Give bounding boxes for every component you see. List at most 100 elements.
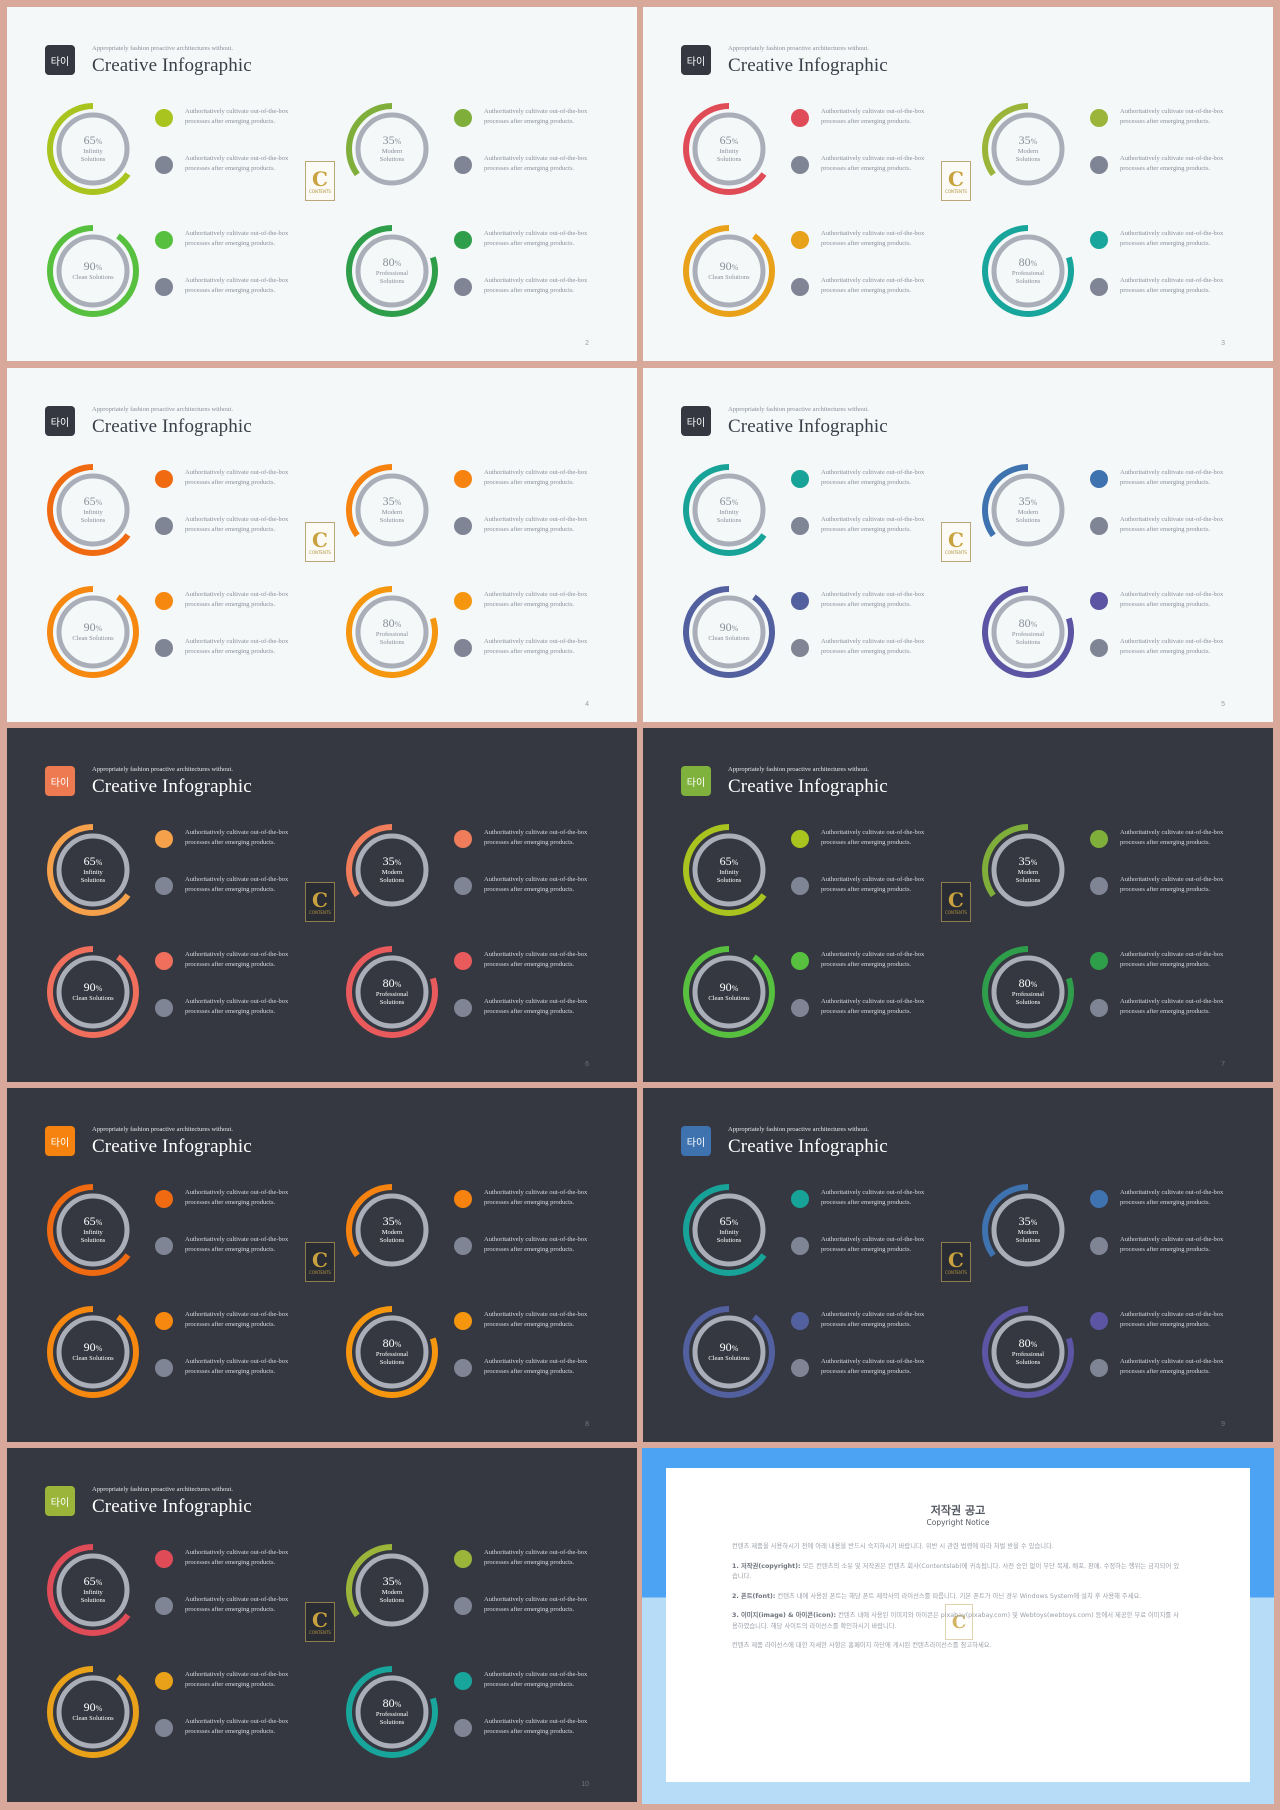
ring-percent: 90% — [84, 260, 103, 274]
legend-dot-gray — [791, 517, 809, 535]
legend-dot-accent — [454, 470, 472, 488]
ring-percent-value: 35 — [1018, 854, 1031, 868]
infographic-slide[interactable]: 타이 Appropriately fashion proactive archit… — [643, 368, 1273, 722]
legend-dot-accent — [454, 1672, 472, 1690]
infographic-slide[interactable]: 타이 Appropriately fashion proactive archit… — [643, 728, 1273, 1082]
infographic-slide[interactable]: 타이 Appropriately fashion proactive archit… — [643, 1088, 1273, 1442]
progress-ring-2 — [982, 103, 1074, 195]
copyright-item-text: 모든 컨텐츠의 소유 및 저작권은 컨텐츠 회사(Contentslab)에 귀… — [732, 1562, 1180, 1581]
percent-sign: % — [95, 858, 103, 867]
legend-description: Authoritatively cultivate out-of-the-box… — [185, 1310, 315, 1330]
page-number: 6 — [585, 1061, 589, 1068]
description-line: Authoritatively cultivate out-of-the-box — [821, 230, 925, 237]
legend-dot-accent — [454, 231, 472, 249]
description-line: Authoritatively cultivate out-of-the-box — [1120, 998, 1224, 1005]
badge-letter: C — [312, 1247, 328, 1272]
ring-percent: 35% — [1019, 495, 1038, 509]
legend-description: Authoritatively cultivate out-of-the-box… — [1120, 997, 1250, 1017]
legend-description: Authoritatively cultivate out-of-the-box… — [1120, 1188, 1250, 1208]
percent-sign: % — [731, 1344, 739, 1353]
ring-percent-value: 80 — [382, 616, 395, 630]
page-number: 10 — [581, 1781, 589, 1788]
ring-label: 80% Professional Solutions — [980, 223, 1076, 319]
percent-sign: % — [394, 1218, 402, 1227]
slide-subtitle: Appropriately fashion proactive architec… — [92, 45, 233, 52]
progress-ring-2 — [346, 103, 438, 195]
ring-progress-arc — [683, 586, 775, 678]
ring-percent: 65% — [720, 495, 739, 509]
page-number: 2 — [585, 340, 589, 347]
legend-description: Authoritatively cultivate out-of-the-box… — [484, 1670, 614, 1690]
legend-dot-gray — [155, 1597, 173, 1615]
ring-center — [361, 1559, 423, 1621]
infographic-slide[interactable]: 타이 Appropriately fashion proactive archit… — [643, 7, 1273, 361]
badge-text: CONTENTS — [309, 1629, 331, 1635]
ring-label: 90% Clean Solutions — [681, 584, 777, 680]
legend-description: Authoritatively cultivate out-of-the-box… — [1120, 468, 1250, 488]
description-line: processes after emerging products. — [484, 648, 575, 655]
copyright-item-copyright: 1. 저작권(copyright): 모든 컨텐츠의 소유 및 저작권은 컨텐츠… — [732, 1562, 1184, 1583]
ring-progress-arc — [346, 824, 438, 916]
description-line: Authoritatively cultivate out-of-the-box — [484, 1549, 588, 1556]
ring-progress-arc — [346, 464, 438, 556]
infographic-slide[interactable]: 타이 Appropriately fashion proactive archit… — [7, 7, 637, 361]
ring-caption: Infinity Solutions — [80, 869, 106, 884]
percent-sign: % — [95, 137, 103, 146]
legend-description: Authoritatively cultivate out-of-the-box… — [821, 828, 951, 848]
legend-description: Authoritatively cultivate out-of-the-box… — [1120, 515, 1250, 535]
ring-track — [692, 955, 766, 1029]
ring-track — [355, 1193, 429, 1267]
infographic-slide[interactable]: 타이 Appropriately fashion proactive archit… — [7, 368, 637, 722]
legend-description: Authoritatively cultivate out-of-the-box… — [185, 1717, 315, 1737]
legend-description: Authoritatively cultivate out-of-the-box… — [1120, 637, 1250, 657]
description-line: processes after emerging products. — [1120, 648, 1211, 655]
legend-dot-gray — [791, 1237, 809, 1255]
infographic-slide[interactable]: 타이 Appropriately fashion proactive archit… — [7, 728, 637, 1082]
progress-ring-2 — [346, 464, 438, 556]
legend-dot-gray — [454, 1359, 472, 1377]
description-line: processes after emerging products. — [821, 165, 912, 172]
ring-center — [361, 961, 423, 1023]
ring-track — [991, 833, 1065, 907]
infographic-slide[interactable]: 타이 Appropriately fashion proactive archit… — [7, 1088, 637, 1442]
copyright-slide[interactable]: 저작권 공고 Copyright Notice C 컨텐츠 제품을 사용하시기 … — [642, 1448, 1274, 1804]
legend-description: Authoritatively cultivate out-of-the-box… — [185, 1357, 315, 1377]
progress-ring-3 — [47, 586, 139, 678]
ring-label: 80% Professional Solutions — [344, 223, 440, 319]
ring-label: 35% Modern Solutions — [344, 101, 440, 197]
ring-percent-value: 65 — [719, 133, 732, 147]
description-line: Authoritatively cultivate out-of-the-box — [821, 829, 925, 836]
badge-letter: C — [312, 887, 328, 912]
ring-progress-arc — [683, 946, 775, 1038]
description-line: Authoritatively cultivate out-of-the-box — [821, 516, 925, 523]
infographic-slide[interactable]: 타이 Appropriately fashion proactive archit… — [7, 1448, 637, 1802]
badge-text: CONTENTS — [945, 909, 967, 915]
ring-track — [355, 112, 429, 186]
badge-text: CONTENTS — [309, 188, 331, 194]
ring-caption: Modern Solutions — [1015, 1229, 1041, 1244]
percent-sign: % — [731, 858, 739, 867]
description-line: Authoritatively cultivate out-of-the-box — [821, 108, 925, 115]
legend-description: Authoritatively cultivate out-of-the-box… — [1120, 107, 1250, 127]
description-line: processes after emerging products. — [185, 1559, 276, 1566]
ring-progress-arc — [346, 225, 438, 317]
ring-center — [62, 1559, 124, 1621]
page-number: 4 — [585, 701, 589, 708]
ring-caption: Infinity Solutions — [716, 148, 742, 163]
percent-sign: % — [1030, 980, 1038, 989]
slide-logo-icon: 타이 — [45, 766, 75, 796]
legend-dot-gray — [791, 1359, 809, 1377]
ring-caption: Infinity Solutions — [716, 1229, 742, 1244]
ring-caption: Modern Solutions — [379, 1589, 405, 1604]
ring-percent-value: 65 — [83, 854, 96, 868]
copyright-item-font: 2. 폰트(font): 컨텐츠 내에 사용된 폰트는 해당 폰트 제작사의 라… — [732, 1592, 1184, 1603]
ring-center — [62, 839, 124, 901]
legend-dot-accent — [155, 830, 173, 848]
ring-percent-value: 90 — [719, 259, 732, 273]
legend-description: Authoritatively cultivate out-of-the-box… — [484, 997, 614, 1017]
description-line: processes after emerging products. — [185, 1368, 276, 1375]
ring-progress-arc — [683, 1306, 775, 1398]
description-line: Authoritatively cultivate out-of-the-box — [185, 1189, 289, 1196]
slide-logo-icon: 타이 — [681, 1126, 711, 1156]
legend-description: Authoritatively cultivate out-of-the-box… — [484, 1188, 614, 1208]
